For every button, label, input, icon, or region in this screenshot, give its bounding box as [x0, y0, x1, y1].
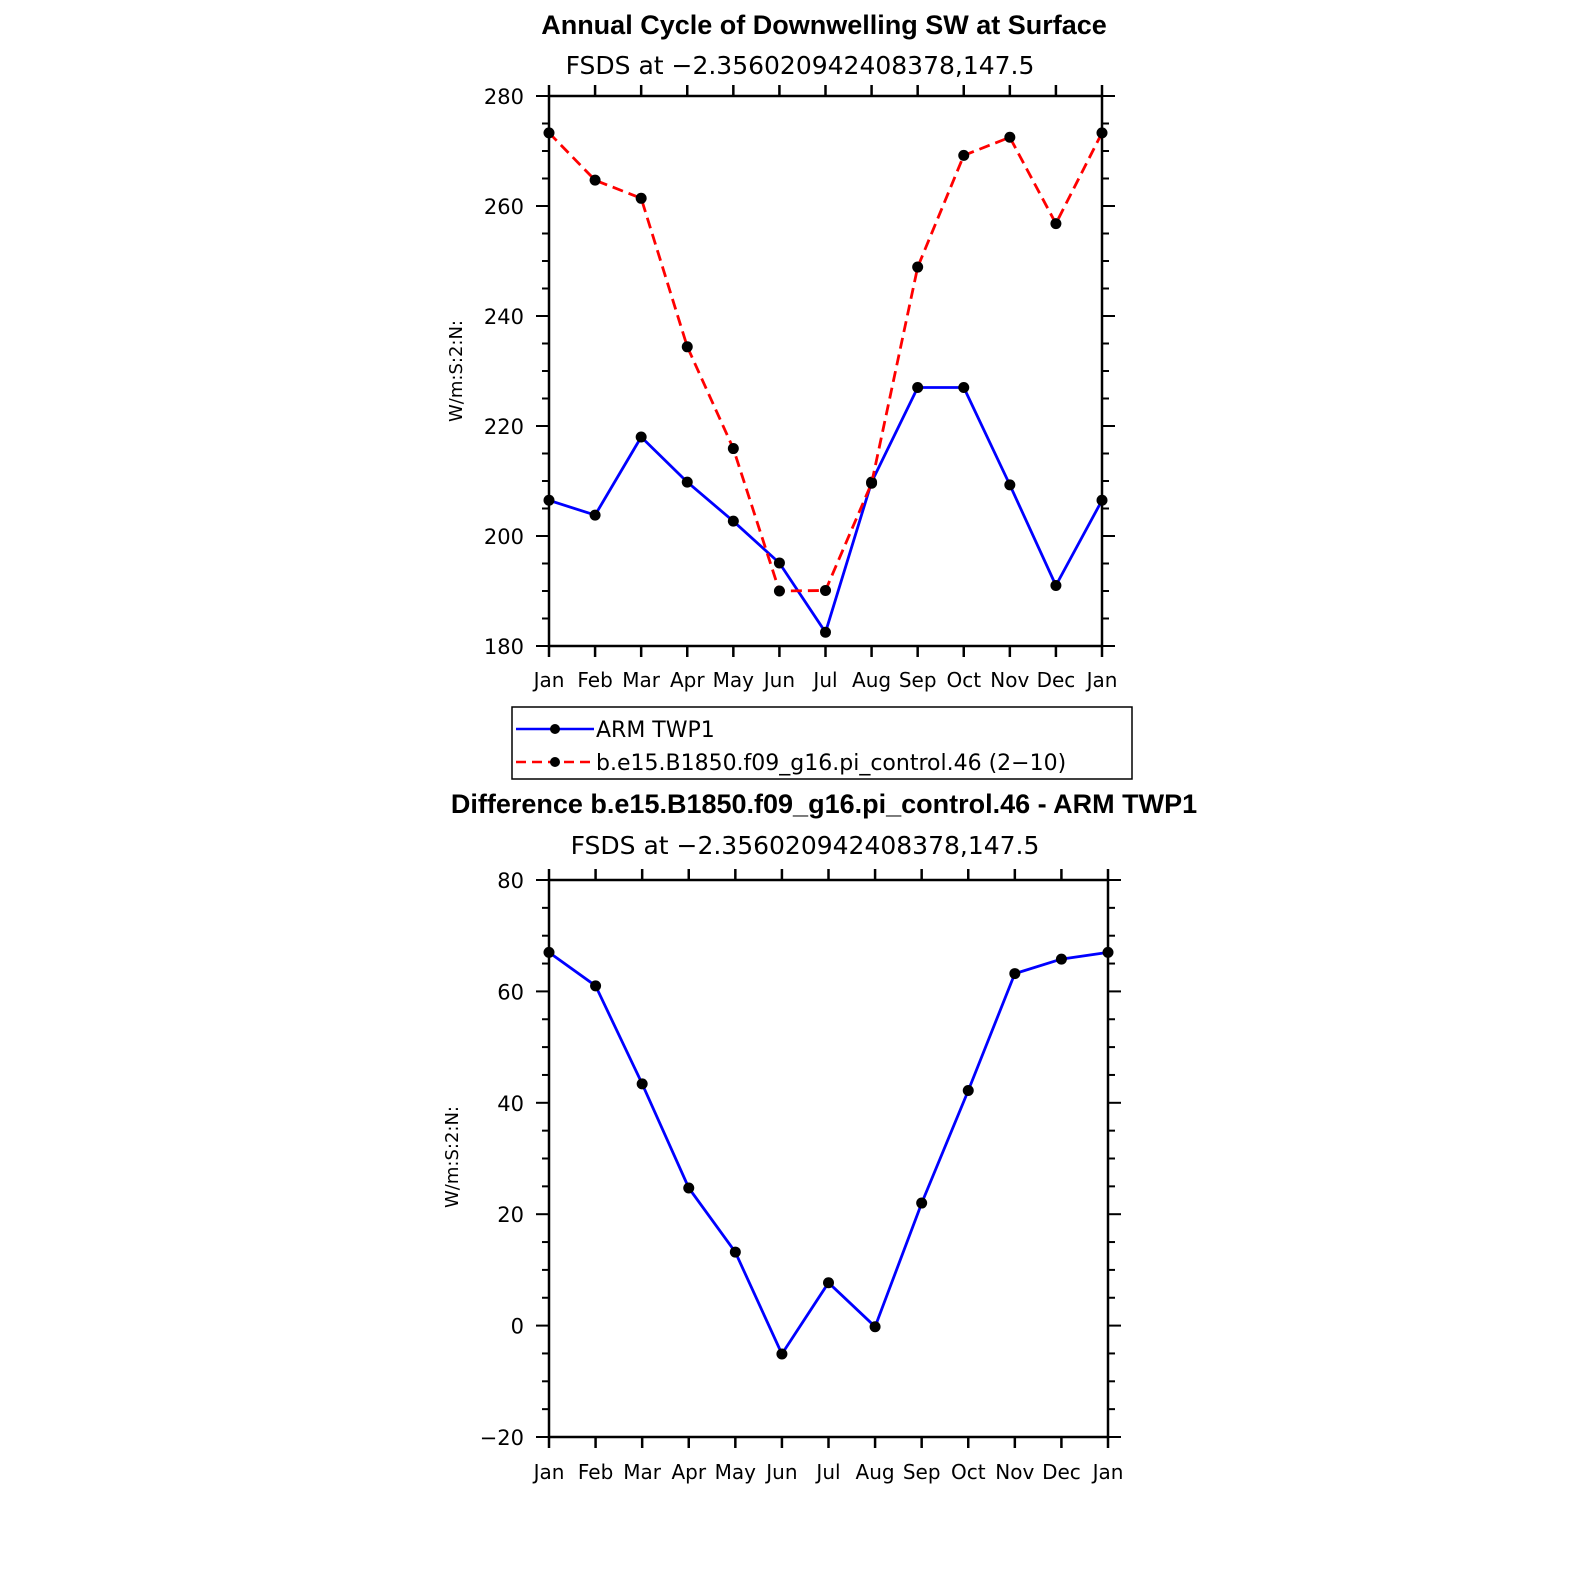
data-point: [635, 192, 647, 204]
data-point: [776, 1348, 788, 1360]
data-point: [866, 477, 878, 489]
data-point: [635, 431, 647, 443]
x-tick-label: Jun: [762, 668, 795, 692]
y-tick-label: 280: [484, 85, 524, 109]
x-tick-label: Mar: [622, 668, 661, 692]
data-point: [773, 557, 785, 569]
y-tick-label: 40: [497, 1092, 524, 1116]
data-point: [916, 1197, 928, 1209]
data-point: [636, 1078, 648, 1090]
data-point: [589, 509, 601, 521]
x-tick-label: Mar: [623, 1460, 662, 1484]
y-tick-label: 60: [497, 980, 524, 1004]
x-tick-label: Dec: [1037, 668, 1076, 692]
y-tick-label: 200: [484, 525, 524, 549]
data-point: [869, 1321, 881, 1333]
data-point: [543, 494, 555, 506]
legend-label-obs: ARM TWP1: [596, 718, 715, 743]
x-tick-label: Oct: [946, 668, 981, 692]
data-point: [683, 1182, 695, 1194]
bottom-panel-subtitle: FSDS at −2.356020942408378,147.5: [571, 831, 1040, 860]
top-panel-title: Annual Cycle of Downwelling SW at Surfac…: [541, 10, 1107, 40]
series-line-1: [548, 951, 1109, 1356]
data-point: [543, 946, 555, 958]
x-tick-label: May: [715, 1460, 757, 1484]
data-point: [1055, 953, 1067, 965]
data-point: [1096, 127, 1108, 139]
x-tick-label: May: [713, 668, 755, 692]
x-tick-label: Jun: [764, 1460, 797, 1484]
y-tick-label: 220: [484, 415, 524, 439]
data-point: [823, 1277, 834, 1289]
x-tick-label: Feb: [577, 668, 612, 692]
bottom-panel-title: Difference b.e15.B1850.f09_g16.pi_contro…: [451, 789, 1197, 819]
data-point: [1004, 131, 1016, 143]
series-line-2: [547, 131, 1104, 593]
y-tick-label: 240: [484, 305, 524, 329]
data-point: [912, 382, 924, 393]
data-point: [820, 584, 831, 596]
data-point: [589, 174, 601, 186]
data-point: [681, 341, 693, 353]
x-tick-label: Jan: [532, 1460, 565, 1484]
y-tick-label: 180: [484, 635, 524, 659]
panel-2: Jan Feb Mar Apr May Jun Jul Aug Sep Oct Nov Dec Jan−…: [442, 869, 1123, 1484]
data-point: [958, 149, 970, 161]
y-tick-label: 20: [497, 1203, 524, 1227]
data-point: [681, 476, 693, 488]
x-tick-label: Jan: [1091, 1460, 1124, 1484]
data-point: [1102, 946, 1114, 958]
data-point: [912, 261, 924, 273]
y-tick-label: 80: [497, 869, 524, 893]
x-tick-label: Jan: [532, 668, 565, 692]
data-point: [1050, 580, 1062, 591]
data-point: [1096, 494, 1108, 506]
x-tick-label: Aug: [852, 668, 891, 692]
x-tick-label: Nov: [995, 1460, 1034, 1484]
x-tick-label: Sep: [903, 1460, 941, 1484]
x-tick-label: Dec: [1042, 1460, 1081, 1484]
x-tick-label: Jul: [814, 1460, 840, 1484]
x-tick-label: Feb: [578, 1460, 613, 1484]
y-axis-label: W/m:S:2:N:: [446, 320, 467, 422]
x-tick-label: Oct: [951, 1460, 986, 1484]
y-tick-label: 260: [484, 195, 524, 219]
data-point: [727, 515, 739, 527]
data-point: [543, 127, 555, 139]
plot-frame: [547, 94, 1104, 648]
data-point: [962, 1085, 974, 1097]
data-point: [958, 382, 970, 393]
legend: ARM TWP1 b.e15.B1850.f09_g16.pi_control.…: [511, 706, 1133, 780]
data-point: [727, 443, 739, 455]
x-tick-label: Apr: [671, 1460, 706, 1484]
data-point: [1050, 218, 1062, 230]
panel-1: Jan Feb Mar Apr May Jun Jul Aug Sep Oct Nov Dec Jan 1…: [446, 85, 1117, 692]
x-tick-label: Sep: [899, 668, 937, 692]
plot-frame: [547, 878, 1110, 1439]
legend-marker-obs: [550, 724, 560, 734]
legend-box: [511, 706, 1133, 780]
data-point: [1004, 479, 1016, 491]
data-point: [820, 626, 831, 638]
data-point: [773, 585, 785, 597]
legend-marker-model: [550, 757, 560, 767]
y-tick-label: −20: [480, 1426, 524, 1450]
data-point: [590, 980, 602, 992]
y-axis-label: W/m:S:2:N:: [442, 1106, 463, 1208]
x-tick-label: Apr: [670, 668, 705, 692]
data-point: [1009, 968, 1021, 980]
top-panel-subtitle: FSDS at −2.356020942408378,147.5: [566, 51, 1035, 80]
data-point: [729, 1246, 741, 1258]
x-tick-label: Aug: [856, 1460, 895, 1484]
y-tick-label: 0: [511, 1315, 524, 1339]
x-tick-label: Jul: [811, 668, 837, 692]
legend-label-model: b.e15.B1850.f09_g16.pi_control.46 (2−10): [596, 751, 1066, 776]
x-tick-label: Jan: [1085, 668, 1118, 692]
x-tick-label: Nov: [990, 668, 1029, 692]
